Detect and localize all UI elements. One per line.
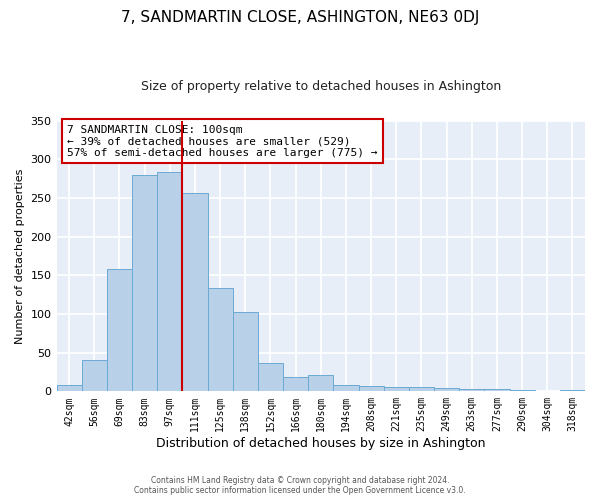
Bar xyxy=(308,375,334,392)
Bar xyxy=(208,288,233,392)
Bar xyxy=(56,385,82,392)
Bar xyxy=(334,385,359,392)
Bar xyxy=(359,386,383,392)
Y-axis label: Number of detached properties: Number of detached properties xyxy=(15,168,25,344)
Bar xyxy=(182,192,208,392)
Bar xyxy=(535,390,560,392)
Bar xyxy=(132,174,157,392)
Text: Contains HM Land Registry data © Crown copyright and database right 2024.
Contai: Contains HM Land Registry data © Crown c… xyxy=(134,476,466,495)
Bar xyxy=(459,389,484,392)
Bar xyxy=(107,269,132,392)
Text: 7 SANDMARTIN CLOSE: 100sqm
← 39% of detached houses are smaller (529)
57% of sem: 7 SANDMARTIN CLOSE: 100sqm ← 39% of deta… xyxy=(67,124,377,158)
Bar xyxy=(484,389,509,392)
Bar xyxy=(509,390,535,392)
Bar xyxy=(82,360,107,392)
Title: Size of property relative to detached houses in Ashington: Size of property relative to detached ho… xyxy=(140,80,501,93)
Bar xyxy=(560,390,585,392)
Bar xyxy=(409,388,434,392)
Bar xyxy=(383,388,409,392)
Bar xyxy=(157,172,182,392)
Bar xyxy=(434,388,459,392)
X-axis label: Distribution of detached houses by size in Ashington: Distribution of detached houses by size … xyxy=(156,437,485,450)
Bar xyxy=(233,312,258,392)
Text: 7, SANDMARTIN CLOSE, ASHINGTON, NE63 0DJ: 7, SANDMARTIN CLOSE, ASHINGTON, NE63 0DJ xyxy=(121,10,479,25)
Bar xyxy=(283,378,308,392)
Bar xyxy=(258,364,283,392)
